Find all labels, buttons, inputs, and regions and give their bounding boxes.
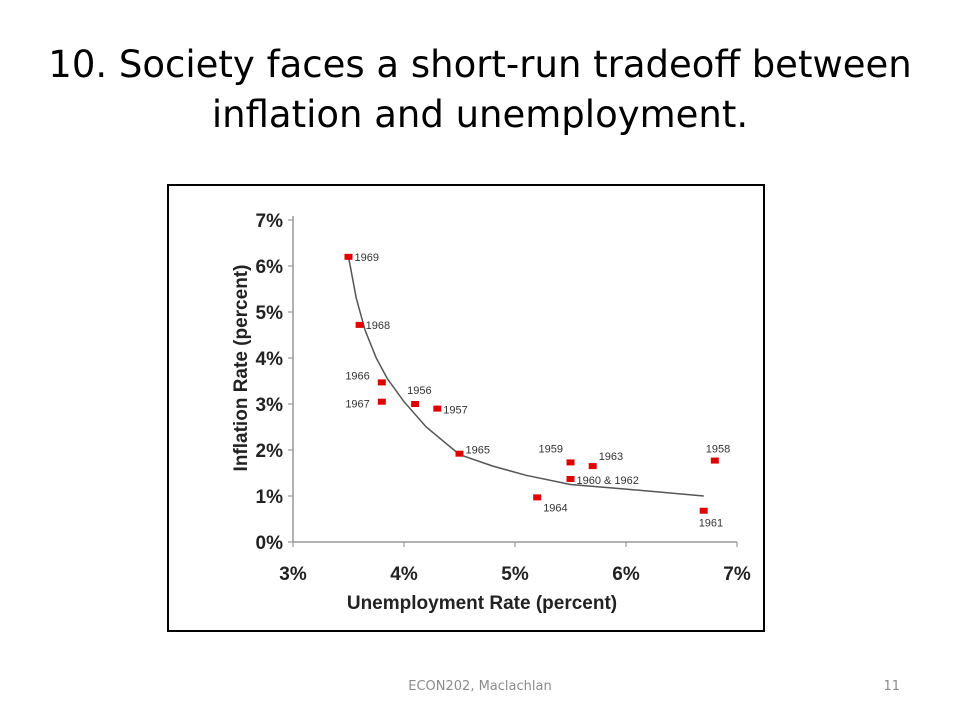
x-axis-label: Unemployment Rate (percent) bbox=[347, 593, 617, 614]
point-label: 1964 bbox=[543, 502, 567, 514]
point-label: 1968 bbox=[366, 320, 390, 332]
footer-text: ECON202, Maclachlan bbox=[408, 679, 552, 694]
point-label: 1965 bbox=[466, 445, 490, 457]
data-point bbox=[566, 475, 575, 482]
page-number: 11 bbox=[883, 679, 900, 694]
data-point bbox=[710, 457, 719, 464]
data-point bbox=[433, 405, 442, 412]
slide-title-line-2: inflation and unemployment. bbox=[211, 93, 749, 136]
x-tick-label: 4% bbox=[390, 564, 418, 585]
y-tick-label: 2% bbox=[256, 441, 284, 462]
y-tick-label: 3% bbox=[256, 395, 284, 416]
phillips-curve-chart: 0%1%2%3%4%5%6%7%3% 4% 5% 6% 7% 1969196819661… bbox=[231, 211, 751, 614]
y-tick-label: 1% bbox=[256, 487, 284, 508]
x-tick-label: 6% bbox=[612, 564, 640, 585]
point-label: 1956 bbox=[407, 385, 431, 397]
point-label: 1961 bbox=[699, 518, 723, 530]
slide-title-line-1: 10. Society faces a short-run tradeoff b… bbox=[48, 43, 912, 86]
data-point bbox=[566, 459, 575, 466]
point-label: 1967 bbox=[345, 399, 369, 411]
y-tick-label: 5% bbox=[256, 303, 284, 324]
y-tick-label: 6% bbox=[256, 257, 284, 278]
curve-layer bbox=[347, 256, 704, 497]
point-label: 1958 bbox=[706, 444, 730, 456]
y-tick-label: 0% bbox=[256, 533, 284, 554]
point-label: 1966 bbox=[345, 370, 369, 382]
data-point bbox=[377, 379, 386, 386]
point-label: 1960 & 1962 bbox=[577, 475, 639, 487]
y-tick-label: 7% bbox=[256, 211, 284, 232]
point-label: 1957 bbox=[443, 405, 467, 417]
x-tick-label: 7% bbox=[723, 564, 751, 585]
data-point bbox=[344, 253, 353, 260]
data-point bbox=[533, 494, 542, 501]
data-point bbox=[355, 321, 364, 328]
tradeoff-curve bbox=[347, 256, 704, 497]
point-label: 1959 bbox=[539, 443, 563, 455]
chart-frame: 0% 1% 2% 3% 4% 5% 6% 7% 3% 4% 5% 6% 7% 1969 1968 1966 1… bbox=[167, 184, 765, 632]
y-tick-label: 4% bbox=[256, 349, 284, 370]
slide-title: 10. Society faces a short-run tradeoff b… bbox=[40, 40, 920, 140]
data-point bbox=[377, 398, 386, 405]
data-point bbox=[411, 401, 420, 407]
point-label: 1969 bbox=[355, 252, 379, 264]
data-point bbox=[455, 450, 464, 457]
data-point bbox=[699, 507, 708, 514]
y-axis-label: Inflation Rate (percent) bbox=[231, 265, 252, 472]
point-label: 1963 bbox=[599, 451, 623, 463]
axes-layer: 0% 1% 2% 3% 4% 5% 6% 7% 3% 4% 5% 6% 7% bbox=[256, 211, 751, 585]
x-tick-label: 3% bbox=[279, 564, 307, 585]
data-point bbox=[588, 463, 597, 470]
x-tick-label: 5% bbox=[501, 564, 529, 585]
points-layer: 1969 1968 1966 1967 1956 1957 1965 1959 1963 1960… bbox=[344, 252, 730, 530]
